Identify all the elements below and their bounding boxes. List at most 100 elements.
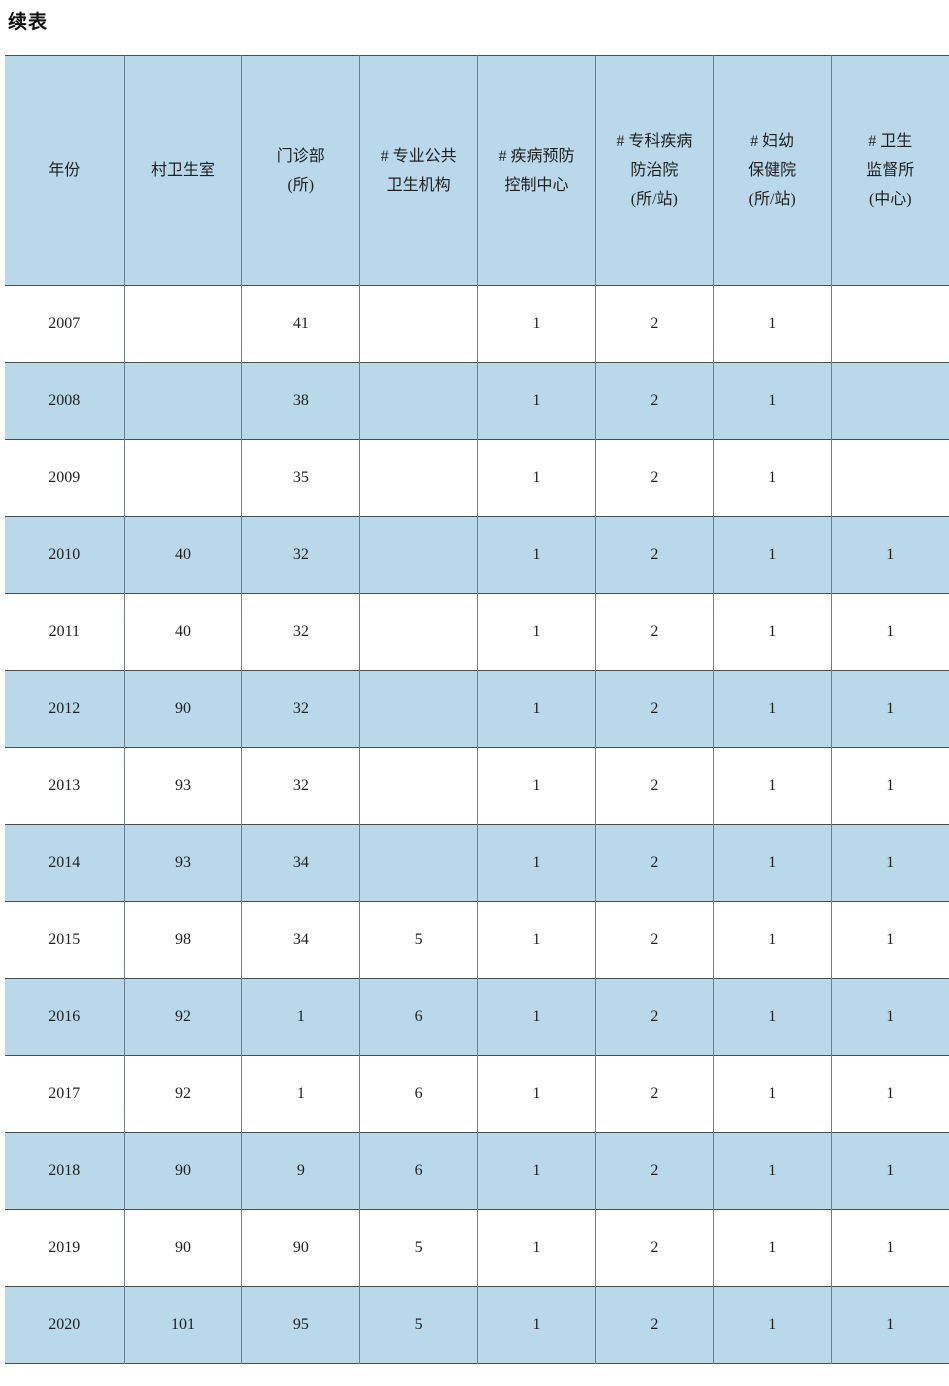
value-cell: 2 (594, 1055, 714, 1133)
value-cell: 40 (123, 516, 242, 594)
value-cell: 1 (712, 1209, 832, 1287)
table-row: 2011 40 32 1 2 1 1 (5, 593, 949, 671)
value-cell: 2 (594, 1286, 714, 1364)
year-cell: 2009 (48, 469, 81, 486)
value-cell: 2 (594, 978, 714, 1056)
value-cell: 1 (712, 670, 832, 748)
column-header-line: 门诊部 (276, 147, 325, 165)
table-row: 2017 92 1 6 1 2 1 1 (5, 1055, 949, 1133)
value-cell: 1 (712, 439, 832, 517)
value-cell: 2 (594, 362, 714, 440)
value-cell: 90 (123, 1209, 242, 1287)
column-header: # 卫生 监督所 (中心) (830, 55, 949, 286)
header-row: 年份 村卫生室 门诊部 (所) # 专业公共 卫生机构 # 疾病预防 控制中心 # 专科疾病 防治… (5, 55, 949, 286)
health-institutions-table: 年份 村卫生室 门诊部 (所) # 专业公共 卫生机构 # 疾病预防 控制中心 # 专科疾病 防治… (5, 55, 949, 1364)
value-cell: 1 (477, 1286, 596, 1364)
value-cell: 2 (594, 1132, 714, 1210)
table-row: 2018 90 9 6 1 2 1 1 (5, 1132, 949, 1210)
year-cell: 2011 (48, 623, 80, 640)
value-cell: 6 (359, 1055, 478, 1133)
value-cell: 32 (241, 593, 360, 671)
column-header-line: # 妇幼 (750, 133, 795, 150)
value-cell: 1 (830, 1055, 949, 1133)
table-row: 2013 93 32 1 2 1 1 (5, 747, 949, 825)
column-header-line: 保健院 (748, 162, 797, 179)
value-cell: 6 (359, 1132, 478, 1210)
value-cell: 2 (594, 670, 714, 748)
value-cell: 1 (712, 285, 832, 363)
value-cell: 5 (359, 901, 478, 979)
value-cell: 92 (123, 978, 242, 1056)
table-row: 2020 101 95 5 1 2 1 1 (5, 1286, 949, 1364)
value-cell (359, 747, 478, 825)
table-row: 2015 98 34 5 1 2 1 1 (5, 901, 949, 979)
value-cell: 92 (123, 1055, 242, 1133)
value-cell: 1 (830, 747, 949, 825)
table-row: 2012 90 32 1 2 1 1 (5, 670, 949, 748)
table-row: 2010 40 32 1 2 1 1 (5, 516, 949, 594)
column-header-line: (所/站) (748, 191, 796, 208)
year-cell: 2020 (48, 1316, 81, 1333)
value-cell: 1 (477, 978, 596, 1056)
column-header: # 妇幼保健院 (所/站) (712, 55, 832, 286)
value-cell: 5 (359, 1286, 478, 1364)
year-cell: 2014 (48, 854, 81, 871)
value-cell: 1 (477, 901, 596, 979)
value-cell (123, 439, 242, 517)
value-cell: 101 (123, 1286, 242, 1364)
value-cell: 1 (477, 824, 596, 902)
value-cell: 2 (594, 593, 714, 671)
value-cell: 1 (830, 1132, 949, 1210)
value-cell (123, 362, 242, 440)
value-cell: 1 (477, 1132, 596, 1210)
value-cell (830, 285, 949, 363)
column-header-line: # 疾病预防 (498, 147, 575, 165)
column-header-line: 村卫生室 (150, 162, 215, 179)
value-cell: 1 (477, 593, 596, 671)
value-cell (830, 439, 949, 517)
value-cell: 1 (830, 593, 949, 671)
year-cell: 2007 (48, 315, 81, 332)
column-header-line: 监督所 (866, 162, 915, 179)
column-header: # 专业公共 卫生机构 (359, 55, 478, 286)
value-cell: 90 (123, 670, 242, 748)
value-cell: 1 (830, 670, 949, 748)
value-cell: 1 (477, 362, 596, 440)
table-header: 年份 村卫生室 门诊部 (所) # 专业公共 卫生机构 # 疾病预防 控制中心 # 专科疾病 防治… (5, 55, 949, 286)
value-cell: 1 (830, 901, 949, 979)
value-cell: 1 (712, 1286, 832, 1364)
year-cell: 2016 (48, 1008, 81, 1025)
table-row: 2008 38 1 2 1 (5, 362, 949, 440)
value-cell: 1 (712, 901, 832, 979)
value-cell: 40 (123, 593, 242, 671)
value-cell: 98 (123, 901, 242, 979)
value-cell: 35 (241, 439, 360, 517)
value-cell: 34 (241, 901, 360, 979)
value-cell: 1 (477, 439, 596, 517)
value-cell: 32 (241, 670, 360, 748)
column-header: # 专科疾病 防治院 (所/站) (594, 55, 714, 286)
year-cell: 2008 (48, 392, 81, 409)
value-cell: 2 (594, 285, 714, 363)
column-header-line: (所/站) (630, 191, 678, 208)
value-cell: 32 (241, 747, 360, 825)
column-header: 门诊部 (所) (241, 55, 360, 286)
value-cell: 1 (712, 593, 832, 671)
value-cell: 1 (712, 1055, 832, 1133)
table-row: 2016 92 1 6 1 2 1 1 (5, 978, 949, 1056)
table-row: 2007 41 1 2 1 (5, 285, 949, 363)
value-cell: 41 (241, 285, 360, 363)
year-cell: 2010 (48, 546, 81, 563)
value-cell: 2 (594, 1209, 714, 1287)
value-cell: 1 (477, 516, 596, 594)
value-cell: 6 (359, 978, 478, 1056)
table-row: 2009 35 1 2 1 (5, 439, 949, 517)
column-header: 年份 (5, 56, 124, 286)
value-cell: 1 (830, 978, 949, 1056)
value-cell: 5 (359, 1209, 478, 1287)
year-cell: 2015 (48, 931, 81, 948)
year-cell: 2012 (48, 700, 81, 717)
value-cell: 2 (594, 439, 714, 517)
value-cell: 2 (594, 747, 714, 825)
value-cell: 1 (830, 824, 949, 902)
